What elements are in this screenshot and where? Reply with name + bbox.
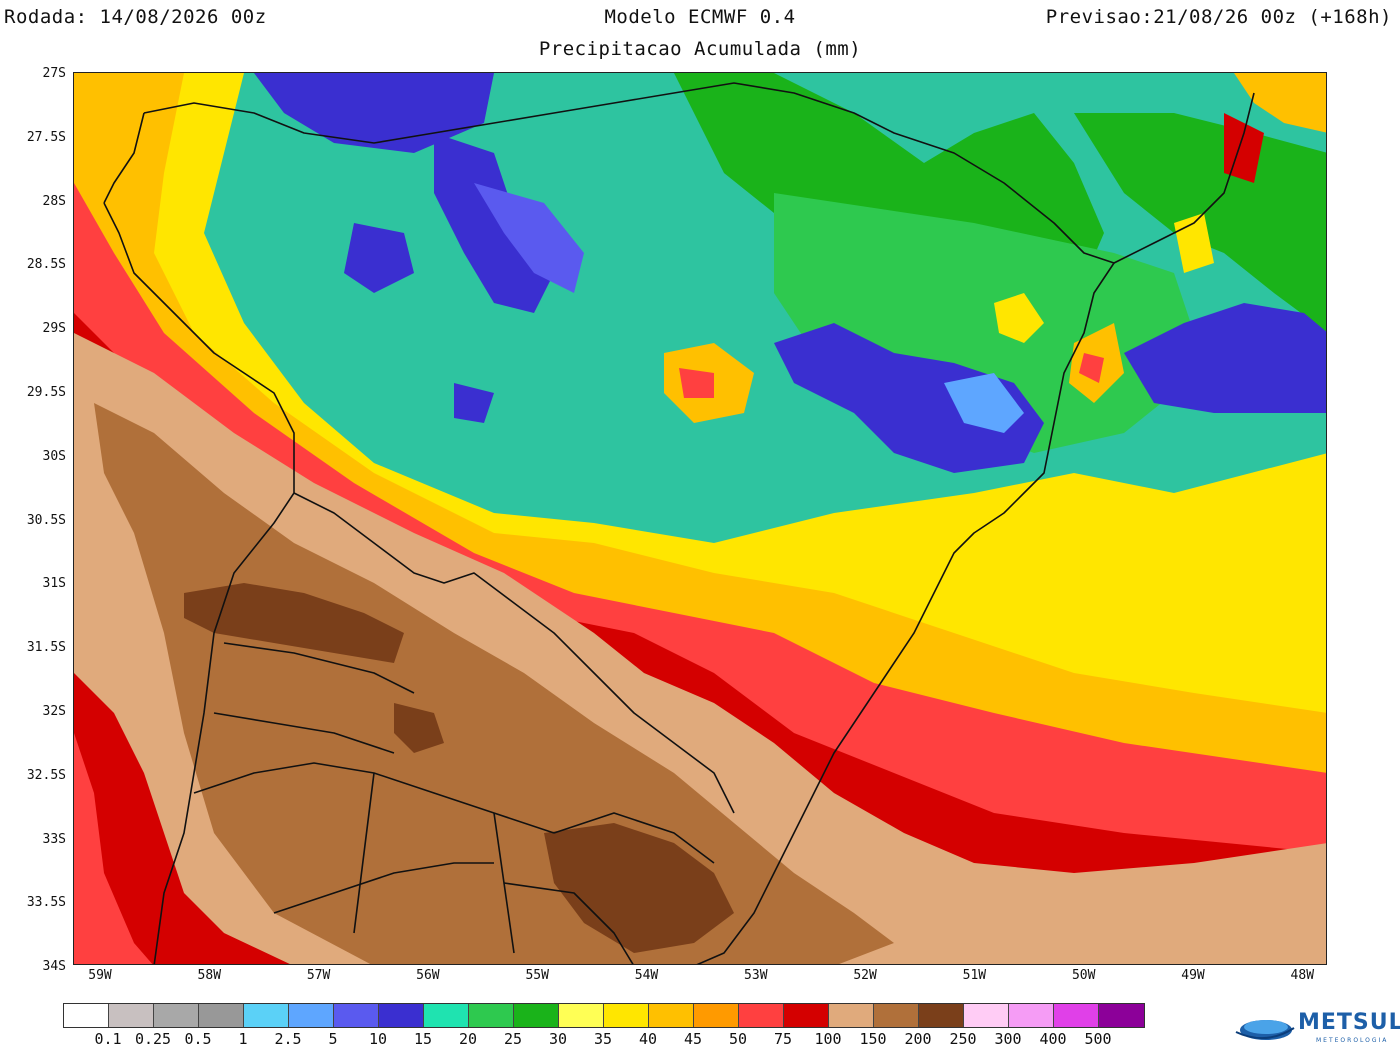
colorbar-label: 25 (503, 1030, 523, 1048)
lat-tick-label: 28.5S (26, 257, 66, 273)
colorbar-label: 0.1 (94, 1030, 122, 1048)
colorbar-label: 300 (994, 1030, 1022, 1048)
lon-tick-label: 58W (197, 968, 222, 983)
forecast-time-label: Previsao:21/08/26 00z (+168h) (1045, 6, 1392, 28)
lat-tick-label: 33.5S (26, 895, 66, 911)
lat-tick-label: 32S (42, 704, 66, 719)
run-time-label: Rodada: 14/08/2026 00z (4, 6, 267, 28)
colorbar-swatch (334, 1004, 379, 1027)
lat-tick-label: 30.5S (26, 512, 66, 528)
colorbar-swatch (199, 1004, 244, 1027)
lon-tick-label: 57W (306, 968, 331, 983)
lon-tick-label: 55W (525, 968, 549, 983)
metsul-logo: METSUL METEOROLOGIA (1232, 1008, 1400, 1048)
colorbar-swatch (604, 1004, 649, 1027)
colorbar-swatch (559, 1004, 604, 1027)
lon-tick-label: 48W (1290, 968, 1315, 983)
lat-tick-label: 27S (42, 66, 66, 81)
colorbar-swatch (694, 1004, 739, 1027)
lon-tick-label: 53W (744, 968, 768, 983)
colorbar-swatch (649, 1004, 694, 1027)
colorbar-label: 0.5 (184, 1030, 212, 1048)
colorbar-swatch (1099, 1004, 1144, 1027)
colorbar-label: 500 (1084, 1030, 1112, 1048)
colorbar-swatch (784, 1004, 829, 1027)
colorbar-swatch (964, 1004, 1009, 1027)
lat-tick-label: 30S (42, 448, 66, 464)
lon-tick-label: 50W (1071, 968, 1096, 983)
lon-tick-label: 49W (1181, 968, 1205, 983)
colorbar-swatch (514, 1004, 559, 1027)
colorbar-label: 75 (773, 1030, 793, 1048)
colorbar-label: 45 (683, 1030, 703, 1048)
colorbar-swatch (154, 1004, 199, 1027)
colorbar-label: 10 (368, 1030, 388, 1048)
colorbar-swatch (1054, 1004, 1099, 1027)
colorbar-label: 30 (548, 1030, 568, 1048)
colorbar-label: 100 (814, 1030, 842, 1048)
lon-tick-label: 56W (416, 968, 440, 983)
lat-tick-label: 34S (42, 959, 66, 975)
colorbar-swatch (379, 1004, 424, 1027)
colorbar-label: 400 (1039, 1030, 1067, 1048)
colorbar-swatch (1009, 1004, 1054, 1027)
lat-tick-label: 29.5S (26, 385, 66, 400)
precipitation-colorbar (63, 1003, 1145, 1028)
colorbar-swatch (739, 1004, 784, 1027)
precipitation-field (74, 73, 1326, 964)
lon-tick-label: 59W (88, 968, 112, 983)
colorbar-swatch (829, 1004, 874, 1027)
colorbar-label: 15 (413, 1030, 433, 1048)
colorbar-swatch (469, 1004, 514, 1027)
logo-name: METSUL (1298, 1010, 1400, 1035)
lon-tick-label: 54W (634, 968, 659, 983)
colorbar-label: 50 (728, 1030, 748, 1048)
colorbar-swatch (289, 1004, 334, 1027)
lat-tick-label: 27.5S (26, 129, 66, 145)
colorbar-label: 20 (458, 1030, 478, 1048)
colorbar-label: 200 (904, 1030, 932, 1048)
colorbar-swatch (424, 1004, 469, 1027)
lon-tick-label: 51W (962, 968, 987, 983)
lat-tick-label: 29S (42, 321, 66, 337)
lat-tick-label: 31S (42, 576, 66, 592)
colorbar-label: 2.5 (274, 1030, 302, 1048)
lat-tick-label: 28S (42, 193, 66, 209)
colorbar-label: 150 (859, 1030, 887, 1048)
precipitation-map (73, 72, 1327, 965)
logo-tagline: METEOROLOGIA (1316, 1037, 1389, 1044)
model-title: Modelo ECMWF 0.4 (604, 6, 796, 28)
colorbar-swatch (874, 1004, 919, 1027)
lon-tick-label: 52W (853, 968, 877, 983)
colorbar-swatch (919, 1004, 964, 1027)
lat-tick-label: 32.5S (26, 767, 66, 783)
colorbar-swatch (64, 1004, 109, 1027)
colorbar-swatch (244, 1004, 289, 1027)
colorbar-swatch (109, 1004, 154, 1027)
lat-tick-label: 31.5S (26, 640, 66, 656)
colorbar-label: 1 (238, 1030, 248, 1048)
colorbar-label: 35 (593, 1030, 613, 1048)
colorbar-label: 0.25 (134, 1030, 172, 1048)
colorbar-label: 250 (949, 1030, 977, 1048)
colorbar-label: 5 (328, 1030, 338, 1048)
colorbar-label: 40 (638, 1030, 658, 1048)
globe-logo-icon (1235, 1020, 1295, 1040)
lat-tick-label: 33S (42, 831, 66, 847)
map-subtitle: Precipitacao Acumulada (mm) (538, 38, 862, 60)
